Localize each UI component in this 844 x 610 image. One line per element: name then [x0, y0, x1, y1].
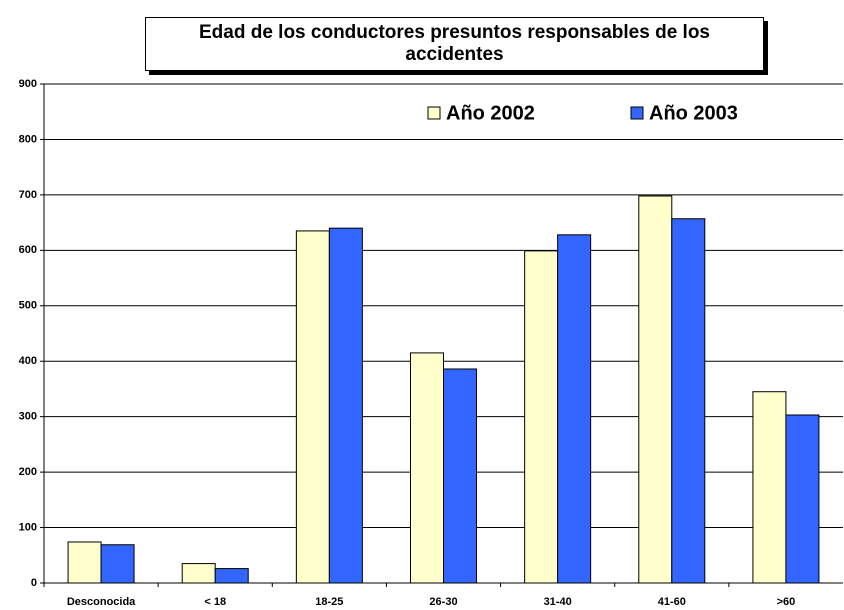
bar	[557, 234, 592, 584]
bar	[295, 230, 330, 584]
x-tick-label: 41-60	[658, 596, 686, 608]
bar	[67, 541, 102, 584]
y-tick-label: 0	[31, 577, 37, 589]
chart-title: Edad de los conductores presuntos respon…	[145, 17, 764, 71]
y-tick-label: 900	[19, 78, 37, 90]
legend-swatch	[630, 106, 644, 120]
bar	[785, 414, 820, 584]
bar	[328, 227, 363, 584]
y-tick-label: 200	[19, 466, 37, 478]
x-tick-label: 26-30	[429, 596, 457, 608]
x-tick-label: 18-25	[315, 596, 343, 608]
legend-label: Año 2003	[649, 102, 738, 124]
x-tick-label: >60	[777, 596, 796, 608]
bar	[524, 250, 559, 584]
bar	[671, 218, 706, 584]
x-tick-label: Desconocida	[67, 596, 136, 608]
bar	[214, 568, 249, 584]
legend-label: Año 2002	[446, 102, 535, 124]
bar	[410, 352, 444, 584]
y-tick-label: 700	[19, 189, 37, 201]
bar	[100, 544, 135, 584]
x-tick-label: 31-40	[544, 596, 572, 608]
y-tick-label: 300	[19, 411, 37, 423]
bar	[752, 391, 787, 584]
x-tick-label: < 18	[204, 596, 226, 608]
bar	[181, 563, 216, 584]
legend-swatch	[427, 106, 441, 120]
y-tick-label: 600	[19, 244, 37, 256]
bar	[638, 195, 673, 584]
bar	[443, 368, 477, 584]
y-tick-label: 100	[19, 521, 37, 533]
y-tick-label: 400	[19, 355, 37, 367]
y-tick-label: 500	[19, 300, 37, 312]
y-tick-label: 800	[19, 133, 37, 145]
